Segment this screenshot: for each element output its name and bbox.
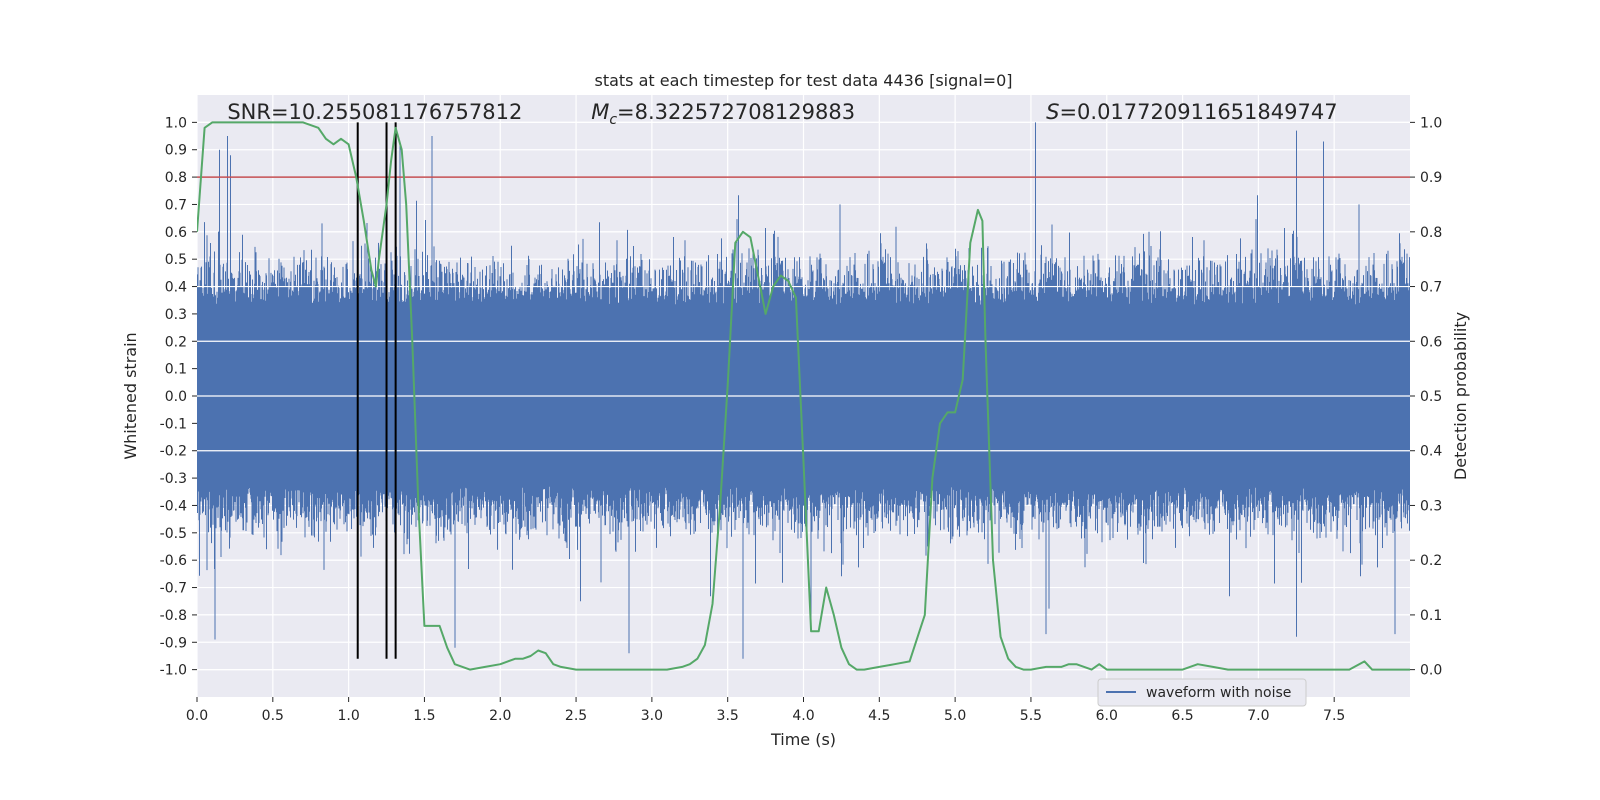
x-tick-label: 0.0 xyxy=(186,708,208,724)
annotation-significance: S=0.017720911651849747 xyxy=(1046,100,1337,124)
y-tick-label: 0.2 xyxy=(165,334,187,350)
x-tick-label: 6.0 xyxy=(1096,708,1118,724)
y-tick-label: -0.9 xyxy=(160,635,187,651)
y-axis-right: 0.0 0.1 0.2 0.3 0.4 0.5 0.6 0.7 0.8 0.9 1.0 xyxy=(1410,115,1442,679)
x-axis: 0.0 0.5 1.0 1.5 2.0 2.5 3.0 3.5 4.0 4.5 5.0 5.5 6.0 6… xyxy=(186,697,1345,724)
probability-series xyxy=(197,121,1410,671)
x-tick-label: 5.0 xyxy=(944,708,966,724)
x-tick-label: 2.5 xyxy=(565,708,587,724)
annotation-snr: SNR=10.255081176757812 xyxy=(227,100,522,124)
x-axis-title: Time (s) xyxy=(770,730,836,749)
y2-tick-label: 0.3 xyxy=(1420,498,1442,514)
annotation-chirp-mass: Mc=8.322572708129883 xyxy=(591,100,855,128)
y2-tick-label: 0.8 xyxy=(1420,225,1442,241)
legend-box xyxy=(1097,678,1307,707)
y2-tick-label: 0.6 xyxy=(1420,334,1442,350)
y-tick-label: -0.4 xyxy=(160,498,187,514)
y-tick-label: 0.0 xyxy=(165,389,187,405)
x-tick-label: 3.5 xyxy=(717,708,739,724)
x-tick-label: 6.5 xyxy=(1171,708,1193,724)
y-tick-label: 1.0 xyxy=(165,115,187,131)
x-tick-label: 5.5 xyxy=(1020,708,1042,724)
y-tick-label: -0.7 xyxy=(160,581,187,597)
x-tick-label: 4.0 xyxy=(792,708,814,724)
legend-label: waveform with noise xyxy=(1146,685,1291,701)
annotation-mc-subscript: c xyxy=(609,112,617,128)
y2-axis-title: Detection probability xyxy=(1451,312,1470,480)
y-tick-label: 0.6 xyxy=(165,225,187,241)
y-tick-label: 0.5 xyxy=(165,252,187,268)
annotation-s-symbol: S xyxy=(1046,100,1059,124)
y-axis-left: -1.0 -0.9 -0.8 -0.7 -0.6 -0.5 -0.4 -0.3 -0.2 -0.1… xyxy=(160,115,197,679)
detection-probability-line xyxy=(197,121,1410,671)
x-tick-label: 0.5 xyxy=(262,708,284,724)
annotation-mc-value: =8.322572708129883 xyxy=(617,100,855,124)
x-tick-label: 2.0 xyxy=(489,708,511,724)
y-tick-label: -0.3 xyxy=(160,471,187,487)
annotation-mc-symbol: M xyxy=(591,100,609,124)
y2-tick-label: 0.1 xyxy=(1420,608,1442,624)
legend: waveform with noise xyxy=(1097,678,1307,707)
y-axis-title: Whitened strain xyxy=(121,332,140,459)
x-tick-label: 4.5 xyxy=(868,708,890,724)
x-tick-label: 7.0 xyxy=(1247,708,1269,724)
y-tick-label: -0.2 xyxy=(160,444,187,460)
annotation-s-value: =0.017720911651849747 xyxy=(1059,100,1337,124)
y-tick-label: 0.7 xyxy=(165,197,187,213)
y-tick-label: -0.5 xyxy=(160,526,187,542)
y2-tick-label: 1.0 xyxy=(1420,115,1442,131)
y-tick-label: 0.9 xyxy=(165,143,187,159)
x-tick-label: 7.5 xyxy=(1323,708,1345,724)
y2-tick-label: 0.7 xyxy=(1420,280,1442,296)
chart-title: stats at each timestep for test data 443… xyxy=(594,71,1012,90)
y-tick-label: 0.8 xyxy=(165,170,187,186)
y-tick-label: 0.1 xyxy=(165,362,187,378)
y2-tick-label: 0.0 xyxy=(1420,663,1442,679)
y-tick-label: -0.1 xyxy=(160,416,187,432)
y2-tick-label: 0.4 xyxy=(1420,444,1442,460)
y-tick-label: -1.0 xyxy=(160,663,187,679)
x-tick-label: 1.5 xyxy=(413,708,435,724)
y-tick-label: 0.3 xyxy=(165,307,187,323)
y2-tick-label: 0.2 xyxy=(1420,553,1442,569)
y-tick-label: -0.6 xyxy=(160,553,187,569)
y2-tick-label: 0.9 xyxy=(1420,170,1442,186)
x-tick-label: 3.0 xyxy=(641,708,663,724)
y-tick-label: 0.4 xyxy=(165,280,187,296)
x-tick-label: 1.0 xyxy=(337,708,359,724)
y-tick-label: -0.8 xyxy=(160,608,187,624)
vertical-markers xyxy=(356,122,397,659)
y2-tick-label: 0.5 xyxy=(1420,389,1442,405)
